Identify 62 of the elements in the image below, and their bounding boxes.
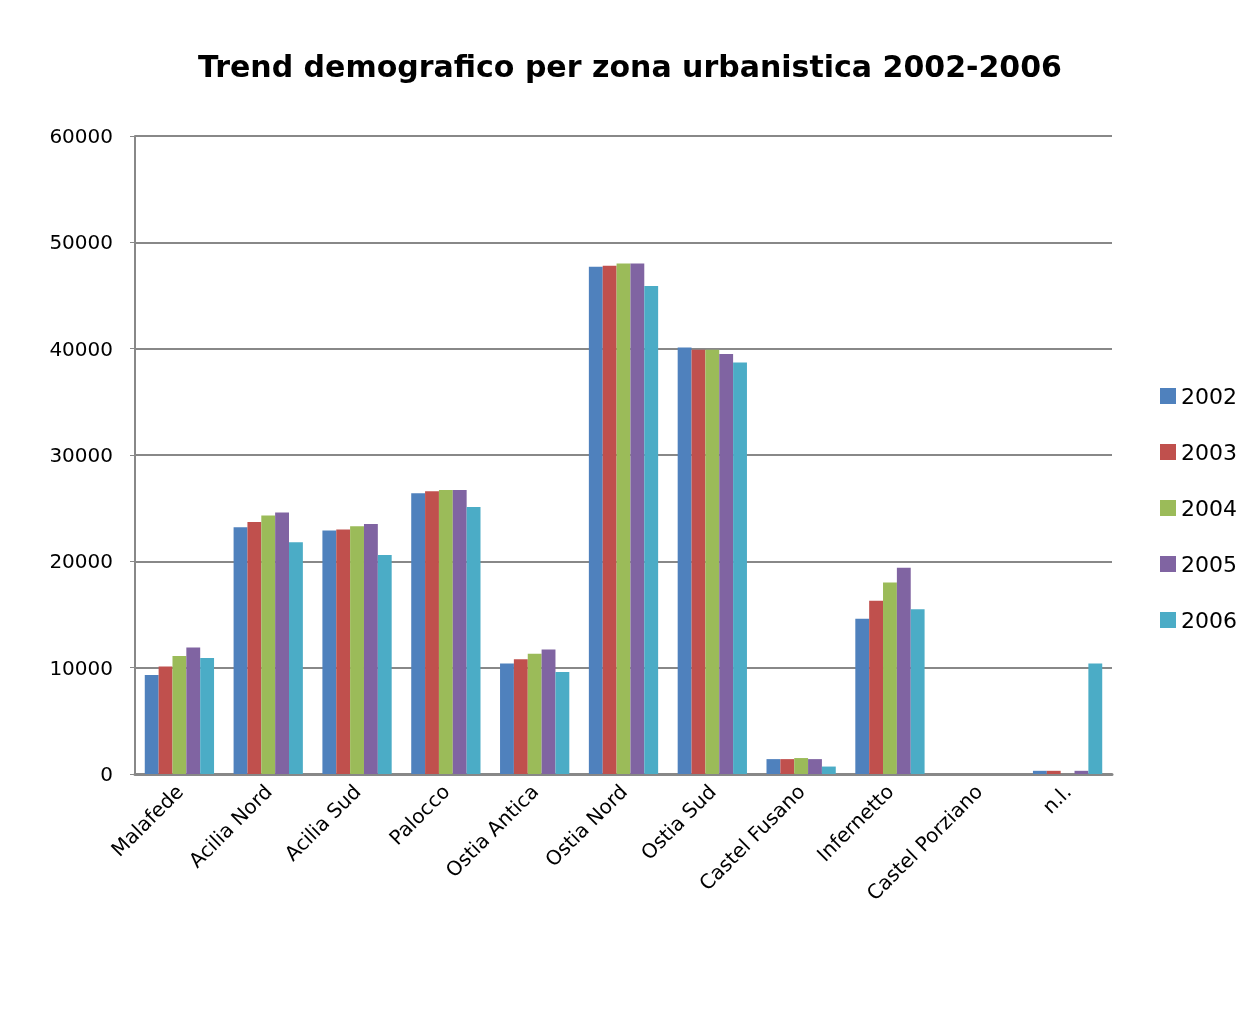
y-tick-label: 0: [100, 762, 113, 786]
y-tick-label: 10000: [49, 655, 113, 680]
bar: [289, 542, 303, 774]
bar: [821, 766, 836, 774]
bar: [513, 659, 528, 774]
chart-title: Trend demografico per zona urbanistica 2002-2006: [198, 48, 1062, 84]
bar: [855, 618, 870, 774]
bar: [144, 675, 159, 774]
bar: [186, 647, 201, 774]
bar: [322, 530, 337, 774]
bar: [275, 512, 290, 774]
bar: [677, 347, 692, 774]
bar: [527, 653, 542, 774]
legend-label: 2006: [1181, 607, 1238, 633]
bar: [705, 349, 720, 774]
bar: [541, 649, 556, 774]
bar: [616, 263, 631, 774]
bar: [1032, 770, 1047, 774]
bar: [158, 666, 173, 774]
bar: [1046, 770, 1061, 774]
bar: [733, 362, 747, 774]
bar: [555, 671, 570, 774]
y-tick-label: 40000: [49, 336, 113, 361]
y-tick-label: 30000: [49, 443, 113, 467]
bar: [438, 490, 453, 774]
bar: [630, 263, 645, 774]
bar: [377, 554, 392, 774]
legend-label: 2003: [1181, 439, 1238, 465]
legend-label: 2002: [1181, 383, 1238, 409]
bar: [766, 759, 781, 774]
bar: [261, 515, 276, 774]
bar: [794, 758, 809, 774]
bar: [719, 353, 734, 774]
bar: [411, 493, 426, 774]
bar: [691, 349, 706, 774]
bar: [644, 285, 659, 774]
legend-label: 2005: [1181, 551, 1238, 577]
bar: [200, 658, 215, 774]
bar: [780, 759, 795, 774]
bar: [247, 521, 262, 774]
bar: [466, 507, 481, 774]
bar: [363, 524, 378, 774]
bar: [336, 529, 351, 774]
bar: [869, 600, 884, 774]
legend-label: 2004: [1181, 495, 1238, 521]
bar: [425, 491, 439, 774]
bar: [350, 526, 364, 774]
y-tick-label: 20000: [49, 549, 113, 574]
bar: [452, 490, 467, 774]
y-tick-label: 60000: [49, 124, 113, 148]
bar: [896, 567, 911, 774]
bar: [808, 759, 822, 774]
bar: [602, 265, 617, 774]
bar: [588, 266, 603, 774]
x-tick-label: n.l.: [1037, 779, 1077, 819]
bar: [910, 609, 925, 774]
bar: [233, 527, 248, 774]
bar: [1088, 663, 1103, 774]
bar: [883, 582, 897, 774]
y-tick-label: 50000: [49, 230, 113, 255]
bar: [172, 655, 187, 774]
bar: [500, 663, 514, 774]
